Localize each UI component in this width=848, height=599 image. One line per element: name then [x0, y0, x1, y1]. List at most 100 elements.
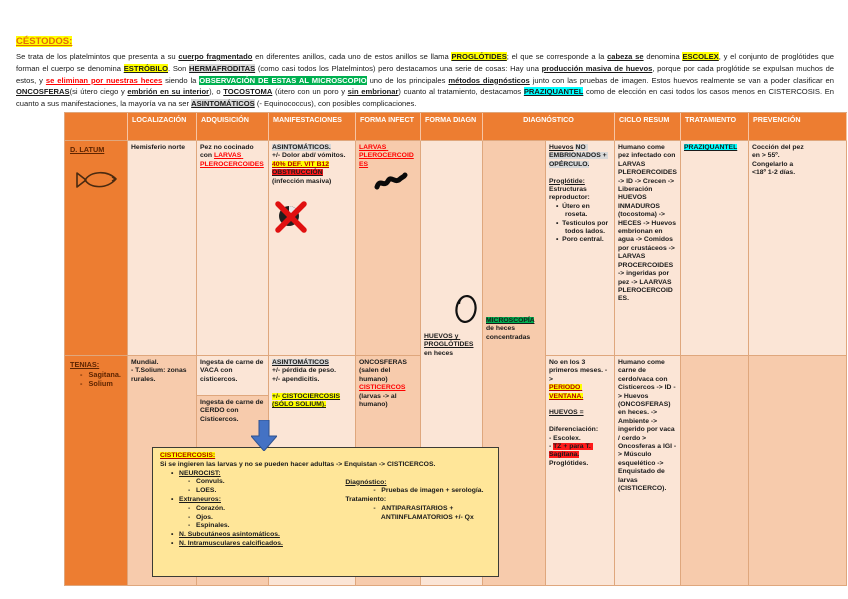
text-line: • Útero en roseta. [556, 202, 592, 219]
text-line: TENIAS: [70, 360, 100, 369]
down-arrow-icon [251, 420, 277, 451]
text-line: CISTICERCOSIS: [160, 452, 216, 459]
text-line: 40% DEF. VIT B12 [272, 160, 330, 168]
text-line: HUEVOS y PROGLÓTIDES en heces [424, 333, 476, 357]
text-line: (salen del humano) [359, 367, 393, 383]
header-prevencion: PREVENCIÓN [749, 113, 847, 141]
text-line: Proglótide: [549, 177, 585, 185]
dlatum-manifestaciones-text: ASINTOMÁTICOS. +/- Dolor abd/ vómitos. 40%… [272, 144, 352, 186]
header-manifestaciones: MANIFESTACIONES [269, 113, 356, 141]
text-line: Huevos NO EMBRIONADOS + OPÉRCULO. [549, 144, 609, 168]
text-line [549, 418, 611, 426]
text-line: - Escolex. [549, 434, 581, 442]
text-line: - Espinales. [188, 522, 230, 530]
text-line: • Poro central. [556, 236, 604, 244]
text-line: ONCOSFERAS [359, 359, 407, 366]
text-line [272, 384, 352, 392]
text-line: - Pruebas de imagen + serología. [373, 487, 484, 495]
text-line: Estructuras reproductor: [549, 186, 590, 202]
header-diagnostico: DIAGNÓSTICO [483, 113, 615, 141]
fish-icon [76, 171, 117, 188]
cell-dlatum-adquisicion: Pez no cocinado con LARVAS PLEROCERCOIDE… [197, 141, 269, 356]
text-line: Humano come pez infectado con LARVAS PLE… [618, 144, 679, 303]
text-line: +/- CISTOCIERCOSIS [272, 392, 341, 400]
d-latum-label: D. LATUM [70, 145, 122, 155]
cell-tenias-ciclo-resum: Humano come carne de cerdo/vaca con Cist… [615, 356, 681, 586]
header-forma-infect: FORMA INFECT [356, 113, 421, 141]
header-forma-diagn: FORMA DIAGN [421, 113, 483, 141]
text-line: LARVAS PLEROCERCOIDES [359, 144, 414, 168]
cell-dlatum-diagnostico: Huevos NO EMBRIONADOS + OPÉRCULO. Proglót… [546, 141, 615, 356]
text-line: Hemisferio norte [131, 144, 186, 151]
text-line [549, 401, 611, 409]
note-box-title: CISTICERCOSIS: [160, 452, 491, 461]
text-line: CISTICERCOS [359, 384, 406, 392]
text-line: (infección masiva) [272, 177, 332, 185]
text-line: - TZ + para T. Sagitana. [549, 443, 593, 459]
cell-tenias-tratamiento [681, 356, 749, 586]
text-line: Humano come carne de cerdo/vaca con Cist… [618, 359, 677, 493]
text-line: OBSTRUCCIÓN [272, 169, 323, 177]
text-line: D. LATUM [70, 145, 105, 154]
text-line: Cocción del pez en > 55º. Congelarlo a <… [752, 144, 806, 177]
text-line: Si se ingieren las larvas y no se pueden… [160, 460, 436, 468]
cell-dlatum-ciclo-resum: Humano come pez infectado con LARVAS PLE… [615, 141, 681, 356]
note-box-left-list: • NEUROCIST: - Convuls. - LOES. • Extraneur… [160, 470, 345, 549]
text-line: Proglótides. [549, 459, 589, 467]
text-line: ASINTOMÁTICOS [272, 359, 329, 366]
text-line: ASINTOMÁTICOS. [272, 144, 331, 151]
intro-paragraph: Se trata de los platelmintos que present… [16, 51, 834, 110]
text-line: • N. Intramusculares calcificados. [171, 539, 283, 547]
text-line [549, 169, 611, 177]
text-line: • NEUROCIST: [171, 469, 221, 477]
cell-tenias-diagnostico: No en los 3 primeros meses. -> PERIODO V… [546, 356, 615, 586]
page-title-text: CÉSTODOS: [16, 36, 73, 47]
text-line: Diferenciación: [549, 426, 599, 434]
row-label-tenias: TENIAS: - Sagitana. - Solium [65, 356, 128, 586]
text-line: Ingesta de carne de VACA con cisticercos… [200, 359, 266, 383]
dlatum-forma-infect-text: LARVAS PLEROCERCOIDES [359, 144, 417, 169]
cell-dlatum-tratamiento: PRAZIQUANTEL [681, 141, 749, 356]
text-line: Tratamiento: [345, 496, 387, 504]
text-line: MICROSCOPÍA de heces concentradas [486, 317, 537, 341]
text-line: Se trata de los platelmintos que present… [16, 52, 837, 109]
page-title: CÉSTODOS: [16, 36, 73, 47]
cell-dlatum-manifestaciones: ASINTOMÁTICOS. +/- Dolor abd/ vómitos. 40%… [269, 141, 356, 356]
text-line: Diagnóstico: [345, 478, 387, 486]
header-ciclo-resum: CICLO RESUM [615, 113, 681, 141]
note-box-intro: Si se ingieren las larvas y no se pueden… [160, 461, 491, 470]
row-label-d-latum: D. LATUM [65, 141, 128, 356]
text-line: - ANTIPARASITARIOS + [373, 504, 454, 512]
text-line: • Extraneuros: [171, 495, 221, 503]
adquisicion-vaca: Ingesta de carne de VACA con cisticercos… [197, 356, 268, 396]
text-line: - Convuls. [188, 478, 225, 486]
text-line: +/- apendicitis. [272, 375, 320, 383]
text-line: - LOES. [188, 487, 217, 495]
header-empty [65, 113, 128, 141]
header-localizacion: LOCALIZACIÓN [128, 113, 197, 141]
text-line: +/- Dolor abd/ vómitos. [272, 152, 346, 160]
cell-dlatum-prevencion: Cocción del pez en > 55º. Congelarlo a <… [749, 141, 847, 356]
text-line: Pez no cocinado con LARVAS PLEROCERCOIDE… [200, 144, 264, 168]
text-line: No en los 3 primeros meses. -> [549, 359, 608, 383]
text-line: - Corazón. [188, 504, 226, 512]
text-line: - Solium [80, 379, 113, 388]
text-line: Ingesta de carne de CERDO con Cisticerco… [200, 399, 266, 423]
text-line: - Ojos. [188, 513, 213, 521]
note-box-columns: • NEUROCIST: - Convuls. - LOES. • Extraneur… [160, 470, 491, 549]
cisticercosis-note-box: CISTICERCOSIS: Si se ingieren las larvas… [152, 447, 499, 577]
cell-tenias-prevencion [749, 356, 847, 586]
crossed-circle-icon [275, 201, 307, 233]
text-line: Mundial. [131, 359, 159, 366]
larva-icon [374, 172, 408, 190]
header-tratamiento: TRATAMIENTO [681, 113, 749, 141]
text-line: - T.Solium: zonas rurales. [131, 367, 189, 383]
header-adquisicion: ADQUISICIÓN [197, 113, 269, 141]
cell-dlatum-localizacion: Hemisferio norte [128, 141, 197, 356]
dlatum-forma-diagn-text: HUEVOS y PROGLÓTIDES en heces [424, 333, 479, 358]
text-line: - Sagitana. [80, 369, 121, 379]
text-line: PRAZIQUANTEL [684, 144, 738, 151]
text-line: HUEVOS = [549, 409, 584, 417]
text-line: • Testiculos por todos lados. [556, 219, 611, 236]
